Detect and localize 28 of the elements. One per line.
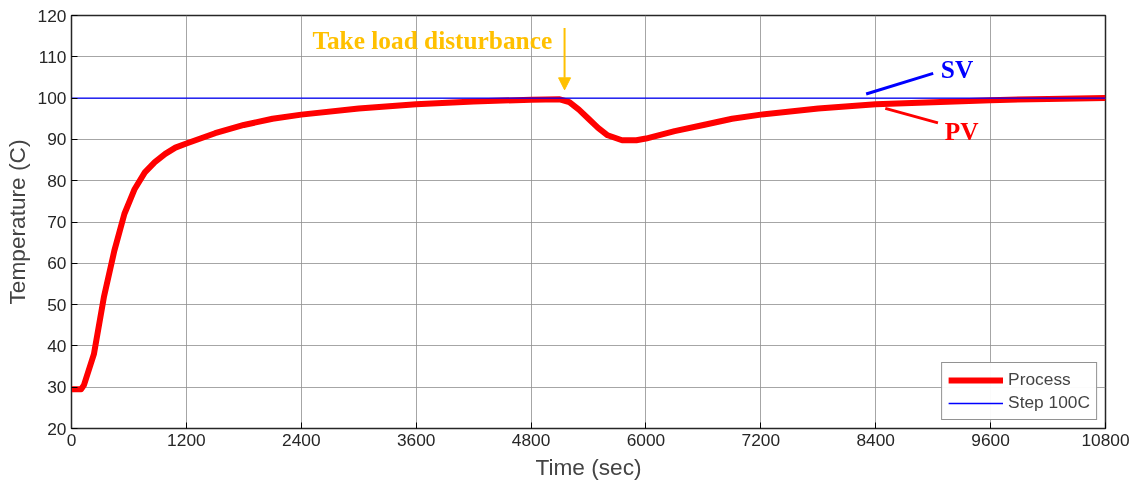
y-tick-label: 20 [47,418,67,439]
x-tick-label: 7200 [741,429,781,450]
x-tick-label: 2400 [282,429,321,450]
y-tick-label: 30 [47,377,67,398]
annotation: Take load disturbance [312,26,553,55]
y-tick-label: 80 [47,170,67,191]
y-tick-label: 40 [47,335,67,356]
y-tick-label: 120 [37,5,67,26]
legend-label: Step 100C [1008,392,1090,413]
x-tick-label: 4800 [511,429,551,450]
y-tick-label: 60 [47,253,67,274]
x-axis-title: Time (sec) [535,453,642,480]
y-tick-label: 70 [47,212,67,232]
y-tick-label: 110 [38,46,67,67]
x-tick-label: 3600 [396,429,436,450]
y-tick-label: 100 [37,88,67,109]
y-tick-label: 50 [47,294,67,315]
x-tick-label: 10800 [1081,429,1130,450]
x-tick-label: 1200 [167,429,206,450]
x-tick-label: 0 [66,429,77,450]
legend-label: Process [1008,369,1071,390]
x-tick-label: 9600 [971,429,1010,450]
y-tick-label: 90 [47,129,67,150]
x-tick-label: 8400 [856,429,896,450]
annotation: SV [940,55,974,84]
y-axis-title: Temperature (C) [3,139,30,305]
annotation: PV [944,117,979,146]
x-tick-label: 6000 [626,429,666,450]
